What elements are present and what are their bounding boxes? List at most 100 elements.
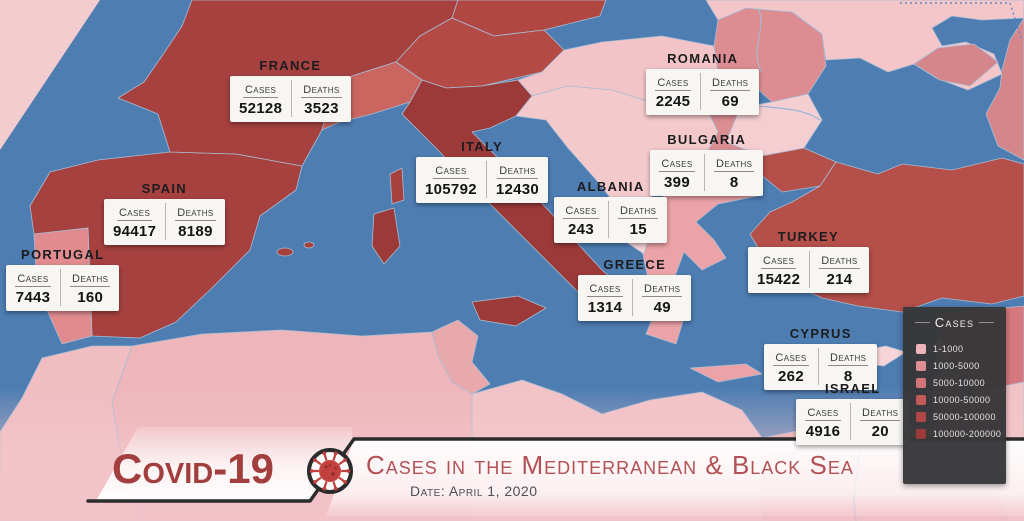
legend-swatch [916, 343, 926, 354]
island-balearic [276, 247, 294, 257]
deaths-header: Deaths [714, 158, 755, 172]
cases-header: Cases [242, 84, 279, 98]
deaths-column: Deaths 49 [632, 279, 691, 316]
legend-row: 100000-200000 [903, 425, 1006, 442]
legend-items: 1-1000 1000-5000 5000-10000 10000-50000 5000… [903, 340, 1006, 442]
deaths-header: Deaths [710, 77, 751, 91]
country-block-italy: Italy Cases 105792 Deaths 12430 [416, 138, 549, 203]
cases-value: 94417 [113, 223, 157, 240]
deaths-column: Deaths 69 [700, 73, 759, 110]
country-block-bulgaria: Bulgaria Cases 399 Deaths 8 [650, 131, 764, 196]
deaths-header: Deaths [70, 273, 111, 287]
stat-box: Cases 105792 Deaths 12430 [416, 157, 549, 203]
country-name: Cyprus [789, 326, 852, 341]
stat-box: Cases 4916 Deaths 20 [796, 399, 910, 445]
legend-label: 1-1000 [933, 343, 964, 354]
cases-value: 2245 [655, 93, 691, 110]
deaths-column: Deaths 15 [608, 201, 667, 238]
country-name: Portugal [21, 247, 105, 262]
island-crete [689, 363, 763, 383]
cases-column: Cases 1314 [578, 279, 632, 316]
stat-box: Cases 52128 Deaths 3523 [230, 76, 351, 122]
deaths-column: Deaths 20 [850, 403, 909, 440]
cases-header: Cases [563, 205, 599, 219]
deaths-header: Deaths [497, 165, 538, 179]
cases-header: Cases [116, 207, 153, 221]
deaths-value: 15 [629, 221, 647, 238]
stat-box: Cases 1314 Deaths 49 [578, 275, 692, 321]
dashed-border [900, 2, 1023, 41]
cases-column: Cases 7443 [6, 269, 60, 306]
deaths-value: 69 [721, 93, 739, 110]
legend-row: 50000-100000 [903, 408, 1006, 425]
deaths-column: Deaths 160 [60, 269, 119, 306]
legend-label: 10000-50000 [933, 394, 991, 405]
deaths-column: Deaths 8 [704, 154, 763, 191]
deaths-header: Deaths [618, 205, 659, 219]
cases-value: 262 [778, 368, 804, 385]
deaths-value: 214 [826, 271, 853, 288]
deaths-header: Deaths [828, 352, 869, 366]
river-dnieper [756, 7, 763, 73]
deaths-header: Deaths [175, 207, 216, 221]
legend-swatch [916, 377, 926, 388]
island-corsica [389, 167, 405, 205]
cases-column: Cases 399 [650, 154, 704, 191]
stat-box: Cases 2245 Deaths 69 [646, 69, 760, 115]
cases-column: Cases 105792 [416, 161, 486, 198]
cases-column: Cases 4916 [796, 403, 850, 440]
legend-swatch [916, 411, 926, 422]
cases-column: Cases 94417 [104, 203, 165, 240]
deaths-column: Deaths 12430 [485, 161, 548, 198]
country-name: Bulgaria [667, 132, 747, 147]
deaths-column: Deaths 8189 [165, 203, 224, 240]
legend-panel: Cases 1-1000 1000-5000 5000-10000 10000-500… [903, 307, 1006, 484]
country-name: Israel [824, 381, 881, 396]
country-block-france: France Cases 52128 Deaths 3523 [230, 57, 351, 122]
deaths-header: Deaths [642, 283, 683, 297]
country-block-portugal: Portugal Cases 7443 Deaths 160 [6, 246, 120, 311]
legend-title: Cases [934, 315, 975, 330]
cases-column: Cases 243 [554, 201, 608, 238]
stat-box: Cases 243 Deaths 15 [554, 197, 668, 243]
legend-label: 5000-10000 [933, 377, 986, 388]
deaths-value: 12430 [495, 181, 540, 198]
legend-rule-right [979, 322, 995, 323]
stat-box: Cases 15422 Deaths 214 [748, 247, 869, 293]
deaths-value: 8189 [178, 223, 213, 240]
legend-label: 50000-100000 [933, 411, 996, 422]
legend-row: 1000-5000 [903, 357, 1006, 374]
island-sardinia [371, 207, 401, 265]
legend-swatch [916, 360, 926, 371]
country-block-cyprus: Cyprus Cases 262 Deaths 8 [764, 325, 878, 390]
cases-header: Cases [760, 255, 797, 269]
stat-box: Cases 399 Deaths 8 [650, 150, 764, 196]
cases-column: Cases 52128 [230, 80, 291, 117]
cases-value: 7443 [15, 289, 51, 306]
deaths-value: 160 [77, 289, 104, 306]
cases-value: 1314 [587, 299, 623, 316]
deaths-value: 49 [653, 299, 671, 316]
legend-rule-left [914, 322, 930, 323]
legend-swatch [916, 394, 926, 405]
island-balearic-2 [303, 241, 315, 249]
country-name: Italy [461, 139, 503, 154]
country-name: Albania [576, 179, 645, 194]
deaths-column: Deaths 214 [809, 251, 868, 288]
country-name: France [259, 58, 322, 73]
country-block-greece: Greece Cases 1314 Deaths 49 [578, 256, 692, 321]
country-name: Turkey [777, 229, 839, 244]
cases-value: 4916 [805, 423, 841, 440]
country-name: Romania [667, 51, 739, 66]
country-name: Greece [603, 257, 667, 272]
stat-box: Cases 94417 Deaths 8189 [104, 199, 225, 245]
deaths-column: Deaths 8 [818, 348, 877, 385]
deaths-value: 8 [729, 174, 739, 191]
cases-header: Cases [15, 273, 51, 287]
cases-header: Cases [655, 77, 691, 91]
cases-value: 15422 [757, 271, 801, 288]
cases-header: Cases [805, 407, 841, 421]
country-block-albania: Albania Cases 243 Deaths 15 [554, 178, 668, 243]
region-russia-coast [985, 17, 1024, 161]
